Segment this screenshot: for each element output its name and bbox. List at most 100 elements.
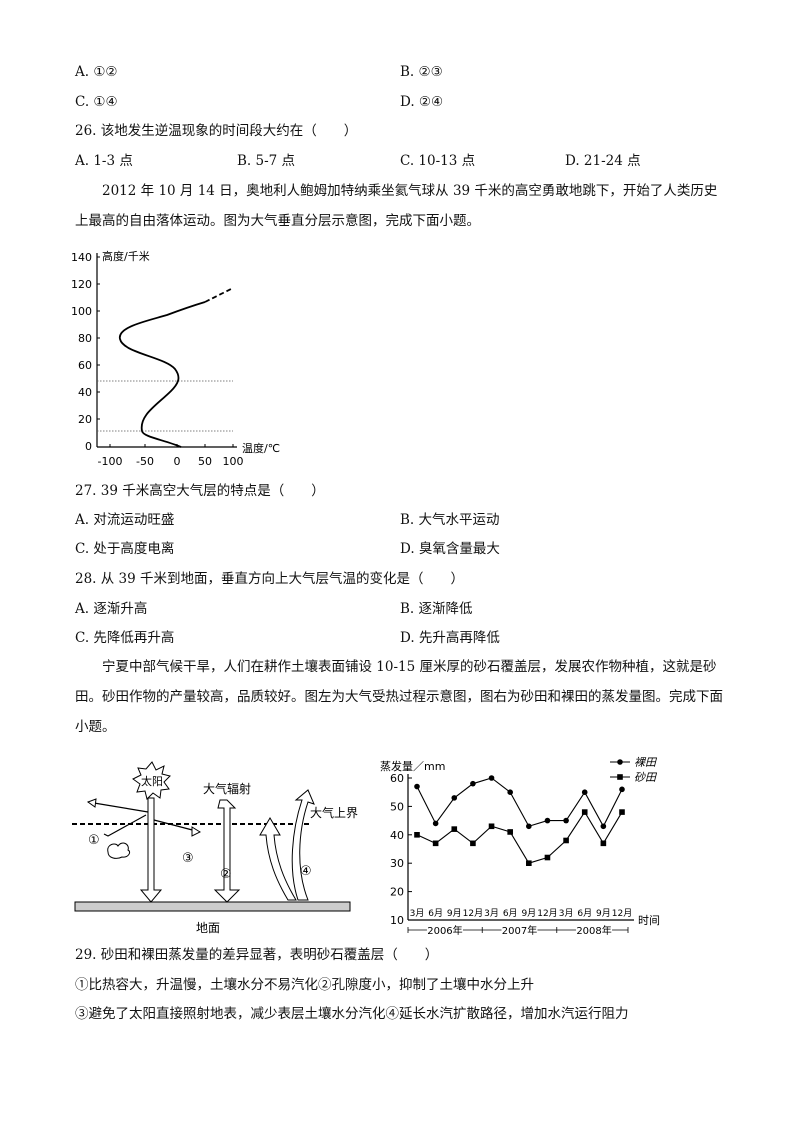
y-axis-label: 高度/千米 <box>102 249 150 263</box>
x-tick: -100 <box>98 455 123 468</box>
y-tick: 40 <box>78 386 92 399</box>
q27-option-a: A. 对流运动旺盛 <box>75 512 175 528</box>
legend-label: 砂田 <box>634 771 658 784</box>
q29-statements-line-2: ③避免了太阳直接照射地表，减少表层土壤水分汽化④延长水汽扩散路径，增加水汽运行阻… <box>75 1006 629 1022</box>
data-point-square <box>451 826 458 832</box>
data-point-square <box>600 840 607 847</box>
year-label: 2008年 <box>576 924 611 937</box>
y-tick-label: 60 <box>390 772 404 785</box>
y-tick: 100 <box>71 305 92 318</box>
data-point-square <box>619 809 625 815</box>
ground-bar <box>74 901 351 912</box>
q28-option-b: B. 逐渐降低 <box>400 601 473 617</box>
year-label: 2006年 <box>427 924 462 937</box>
data-point-circle <box>544 817 551 824</box>
solar-radiation-arrow <box>139 797 163 903</box>
q26-option-b: B. 5-7 点 <box>237 153 296 169</box>
q25-option-d: D. ②④ <box>400 94 444 110</box>
x-tick-label: 3月 <box>559 908 574 919</box>
q29-stem: 29. 砂田和裸田蒸发量的差异显著，表明砂石覆盖层（ ） <box>75 947 439 963</box>
series-line-circle <box>416 777 623 828</box>
y-tick-label: 40 <box>390 829 404 842</box>
data-point-square <box>432 840 439 847</box>
data-point-circle <box>581 789 588 795</box>
x-tick: 100 <box>223 455 244 468</box>
data-point-circle <box>526 823 532 830</box>
radiation-arrow <box>213 799 241 903</box>
q27-stem: 27. 39 千米高空大气层的特点是（ ） <box>75 483 325 499</box>
year-label-bg <box>501 924 538 936</box>
marker-1: ① <box>88 833 100 848</box>
x-tick-label: 9月 <box>596 908 611 919</box>
q26-option-a: A. 1-3 点 <box>75 153 133 169</box>
q25-option-b: B. ②③ <box>400 64 443 80</box>
x-tick-label: 6月 <box>503 908 518 919</box>
sun-icon <box>132 761 171 800</box>
marker-4: ④ <box>300 864 312 879</box>
q25-option-c: C. ①④ <box>75 94 118 110</box>
legend-label: 裸田 <box>634 756 658 769</box>
y-tick-label: 20 <box>390 886 404 899</box>
ground-radiation-arrow <box>259 817 297 901</box>
data-point-square <box>526 860 532 866</box>
y-tick-label: 30 <box>390 857 404 870</box>
x-tick-label: 12月 <box>463 908 483 919</box>
year-label-bg <box>426 924 463 936</box>
q27-option-b: B. 大气水平运动 <box>400 512 500 528</box>
data-point-square <box>488 823 495 830</box>
q29-statements-line-1: ①比热容大，升温慢，土壤水分不易汽化②孔隙度小，抑制了土壤中水分上升 <box>75 977 534 993</box>
series-line-square <box>416 811 623 864</box>
data-point-circle <box>563 817 569 824</box>
data-point-square <box>507 829 513 835</box>
x-tick-label: 9月 <box>521 908 536 919</box>
legend-marker-square <box>617 774 623 780</box>
heating-process-diagram: 太阳 大气上界 地面 ① ③ 大气辐射 ② ④ <box>72 761 358 935</box>
data-point-square <box>414 832 420 838</box>
year-label-bg <box>576 924 613 936</box>
q26-stem: 26. 该地发生逆温现象的时间段大约在（ ） <box>75 123 358 139</box>
y-tick: 0 <box>85 440 92 453</box>
data-point-circle <box>432 820 439 827</box>
x-tick-label: 9月 <box>447 908 462 919</box>
legend-marker-circle <box>617 759 623 765</box>
marker-2: ② <box>220 867 232 882</box>
q25-option-a: A. ①② <box>75 64 118 80</box>
sun-label: 太阳 <box>141 775 163 788</box>
x-tick-label: 3月 <box>410 908 425 919</box>
radiation-label: 大气辐射 <box>203 781 251 796</box>
x-tick-label: 12月 <box>537 908 557 919</box>
temperature-curve <box>119 301 206 448</box>
y-axis-label: 蒸发量／mm <box>380 759 445 773</box>
x-tick-label: 12月 <box>612 908 632 919</box>
q27-option-c: C. 处于高度电离 <box>75 541 175 557</box>
y-tick: 140 <box>71 251 92 264</box>
marker-3: ③ <box>182 851 194 866</box>
x-tick: 0 <box>174 455 181 468</box>
data-point-circle <box>470 780 476 787</box>
data-point-square <box>544 854 551 861</box>
x-tick-label: 6月 <box>577 908 592 919</box>
y-tick: 120 <box>71 278 92 291</box>
passage-atmosphere: 2012 年 10 月 14 日，奥地利人鲍姆加特纳乘坐氦气球从 39 千米的高… <box>75 183 718 229</box>
data-point-circle <box>600 823 607 830</box>
x-axis-label: 时间 <box>638 914 660 927</box>
atmosphere-layer-diagram: 高度/千米 温度/℃ 140 120 100 80 60 40 20 0 -10… <box>71 249 280 468</box>
data-point-square <box>581 809 588 815</box>
x-tick: 50 <box>198 455 212 468</box>
year-label: 2007年 <box>502 924 537 937</box>
data-point-square <box>563 837 569 844</box>
q28-option-a: A. 逐渐升高 <box>75 601 148 617</box>
q26-option-d: D. 21-24 点 <box>565 153 641 169</box>
q27-option-d: D. 臭氧含量最大 <box>400 541 500 557</box>
data-point-circle <box>488 775 495 781</box>
x-tick: -50 <box>136 455 154 468</box>
cloud-icon <box>107 842 131 859</box>
y-tick: 20 <box>78 413 92 426</box>
temperature-curve-extension <box>204 287 234 303</box>
ground-label: 地面 <box>196 921 220 935</box>
x-tick-label: 6月 <box>428 908 443 919</box>
data-point-circle <box>451 795 458 801</box>
q28-option-d: D. 先升高再降低 <box>400 630 500 646</box>
x-tick-label: 3月 <box>484 908 499 919</box>
